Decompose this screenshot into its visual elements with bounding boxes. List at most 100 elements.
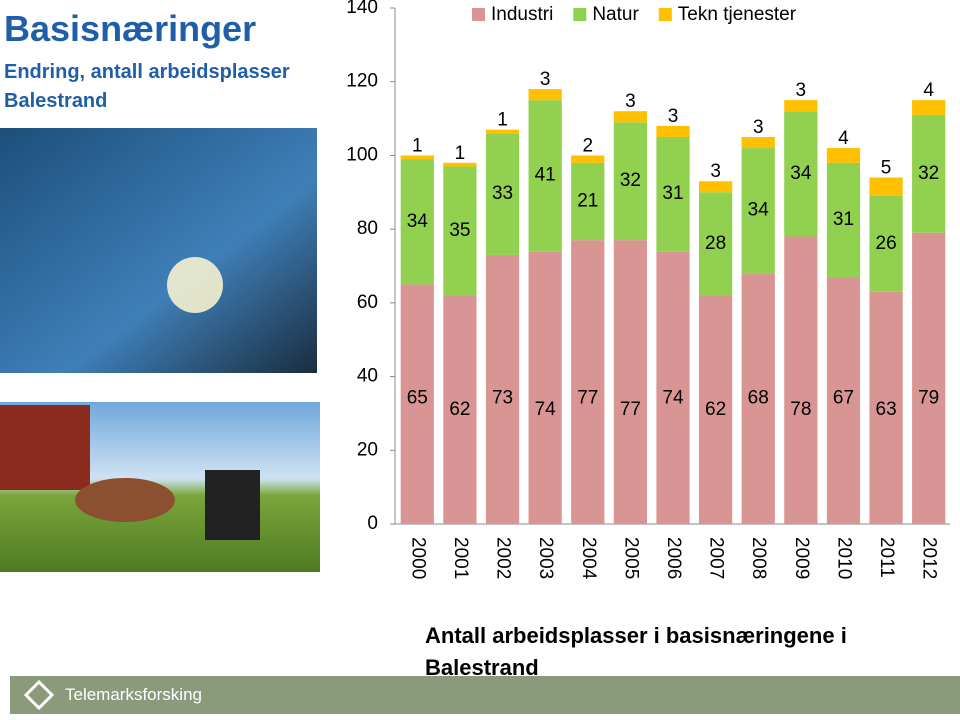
data-label: 62 — [705, 399, 726, 420]
x-tick-label: 2009 — [791, 537, 812, 579]
title: Basisnæringer — [4, 8, 257, 49]
x-tick-label: 2005 — [620, 537, 641, 579]
data-label: 65 — [407, 388, 428, 409]
bar-segment — [656, 137, 690, 252]
bar-segment — [869, 195, 903, 292]
x-tick-label: 2007 — [706, 537, 727, 579]
bar-segment — [485, 129, 520, 134]
bar-segment — [485, 133, 520, 255]
data-label: 3 — [710, 161, 721, 182]
legend-swatch — [573, 8, 587, 21]
bar-segment — [613, 111, 648, 123]
bar-segment — [400, 159, 434, 285]
data-label: 74 — [662, 388, 684, 409]
farmer — [205, 470, 260, 540]
data-label: 62 — [449, 399, 470, 420]
data-label: 3 — [668, 106, 679, 127]
bar-segment — [528, 251, 562, 524]
x-tick-label: 2012 — [919, 537, 940, 579]
data-label: 1 — [497, 110, 508, 131]
data-label: 3 — [625, 91, 636, 112]
bar-segment — [912, 100, 946, 115]
bar-segment — [784, 111, 818, 237]
data-label: 21 — [577, 191, 598, 212]
data-label: 3 — [540, 69, 551, 90]
x-tick-label: 2008 — [748, 537, 769, 579]
data-label: 34 — [748, 200, 770, 221]
data-label: 1 — [455, 143, 466, 164]
data-label: 77 — [620, 399, 641, 420]
bar-segment — [485, 254, 520, 524]
data-label: 41 — [535, 165, 556, 186]
data-label: 28 — [705, 233, 726, 254]
bar-segment — [784, 236, 818, 524]
bar-segment — [656, 125, 690, 137]
logo-icon — [24, 680, 54, 710]
x-tick-label: 2006 — [663, 537, 684, 579]
bar-segment — [826, 162, 861, 278]
bar-segment — [869, 177, 903, 196]
bar-segment — [400, 155, 434, 160]
data-label: 31 — [833, 209, 854, 230]
data-label: 1 — [412, 135, 423, 156]
footer: Telemarksforsking — [10, 676, 960, 714]
data-label: 3 — [796, 80, 807, 101]
data-label: 34 — [790, 163, 812, 184]
x-tick-label: 2003 — [535, 537, 556, 579]
logo: Telemarksforsking — [65, 685, 202, 704]
data-label: 26 — [876, 233, 897, 254]
x-tick-label: 2004 — [578, 537, 599, 580]
bar-segment — [869, 291, 903, 524]
bar-segment — [443, 162, 477, 167]
legend-label: Industri — [491, 4, 553, 25]
y-tick-label: 20 — [357, 439, 378, 460]
data-label: 3 — [753, 117, 764, 138]
bar-segment — [528, 100, 562, 252]
x-tick-label: 2001 — [450, 537, 471, 579]
data-label: 74 — [535, 399, 557, 420]
y-tick-label: 140 — [346, 0, 378, 18]
x-tick-label: 2002 — [493, 537, 514, 579]
legend-swatch — [658, 8, 672, 21]
data-label: 79 — [918, 388, 939, 409]
data-label: 78 — [790, 399, 811, 420]
y-tick-label: 0 — [367, 513, 378, 534]
bar-segment — [784, 100, 818, 112]
legend-label: Tekn tjenester — [678, 4, 797, 25]
bar-segment — [698, 295, 733, 524]
barn — [0, 405, 90, 490]
calf — [75, 478, 175, 522]
bar-segment — [400, 284, 434, 524]
y-tick-label: 80 — [357, 218, 378, 239]
data-label: 77 — [577, 388, 598, 409]
bar-segment — [443, 166, 477, 296]
data-label: 31 — [662, 183, 683, 204]
bar-segment — [741, 273, 775, 524]
bar-segment — [698, 181, 733, 193]
bar-segment — [912, 114, 946, 233]
legend-label: Natur — [592, 4, 639, 25]
bar-segment — [826, 148, 861, 163]
bar-segment — [613, 240, 648, 524]
bar-segment — [912, 232, 946, 525]
data-label: 63 — [876, 399, 897, 420]
data-label: 4 — [923, 80, 934, 101]
data-label: 34 — [407, 211, 429, 232]
data-label: 67 — [833, 388, 854, 409]
bar-segment — [571, 240, 605, 524]
y-tick-label: 60 — [357, 292, 378, 313]
bar-segment — [826, 277, 861, 524]
data-label: 4 — [838, 128, 849, 149]
data-label: 35 — [449, 220, 470, 241]
x-tick-label: 2000 — [407, 537, 428, 579]
data-label: 68 — [748, 388, 769, 409]
y-tick-label: 120 — [346, 71, 378, 92]
bar-segment — [741, 148, 775, 274]
bar-segment — [571, 162, 605, 241]
data-label: 32 — [918, 163, 939, 184]
data-label: 2 — [582, 135, 593, 156]
data-label: 73 — [492, 388, 513, 409]
data-label: 5 — [881, 158, 892, 179]
